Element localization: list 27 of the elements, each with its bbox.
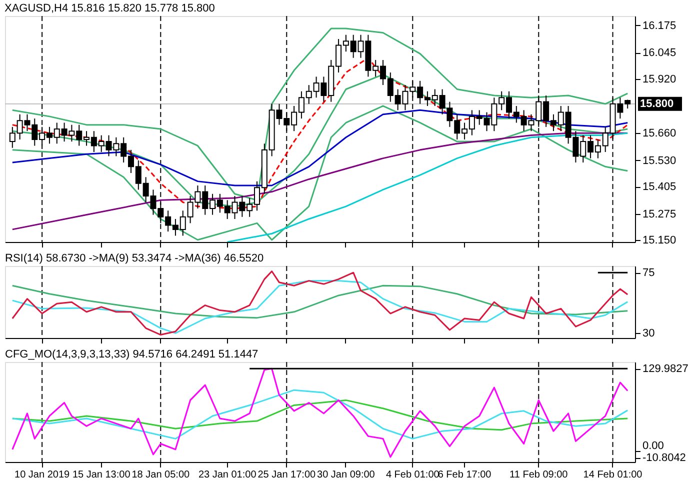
y-tick-label: 15.405 (642, 181, 676, 194)
y-tick-label: 30 (642, 328, 655, 340)
chart-title: CFG_MO(14,3,9,3,13,33) 94.5716 64.2491 51.1447 (5, 348, 258, 360)
y-tick-label: 16.175 (642, 20, 676, 32)
y-tick-label: 15.660 (642, 128, 676, 140)
y-tick-label: 75 (642, 267, 655, 280)
ref-line-label: 15.800 (640, 98, 674, 110)
y-tick-label: 15.530 (642, 154, 676, 167)
x-tick-label: 6 Feb 17:00 (438, 470, 492, 480)
x-tick-label: 23 Jan 01:00 (198, 470, 257, 480)
x-tick-label: 30 Jan 09:00 (317, 470, 376, 480)
chart-title: RSI(14) 58.6730 ->MA(9) 53.3474 ->MA(36) 46.5520 (5, 252, 264, 264)
x-tick-label: 25 Jan 17:00 (258, 470, 316, 480)
x-tick-label: 4 Feb 01:00 (386, 470, 440, 480)
chart-title: XAGUSD,H4 15.816 15.820 15.778 15.800 (4, 2, 215, 14)
x-tick-label: 11 Feb 09:00 (510, 470, 568, 480)
y-tick-label: 129.9827 (642, 363, 688, 376)
x-tick-label: 18 Jan 05:00 (132, 470, 190, 480)
y-tick-label: 15.920 (642, 73, 676, 86)
y-tick-label: 0.00 (642, 440, 664, 452)
y-tick-label: -10.8042 (642, 452, 686, 464)
y-tick-label: 15.275 (642, 208, 676, 220)
x-tick-label: 10 Jan 2019 (14, 470, 70, 480)
x-tick-label: 15 Jan 13:00 (72, 470, 131, 480)
y-tick-label: 16.045 (642, 47, 676, 60)
y-tick-label: 15.150 (642, 234, 676, 246)
x-tick-label: 14 Feb 01:00 (583, 470, 643, 480)
